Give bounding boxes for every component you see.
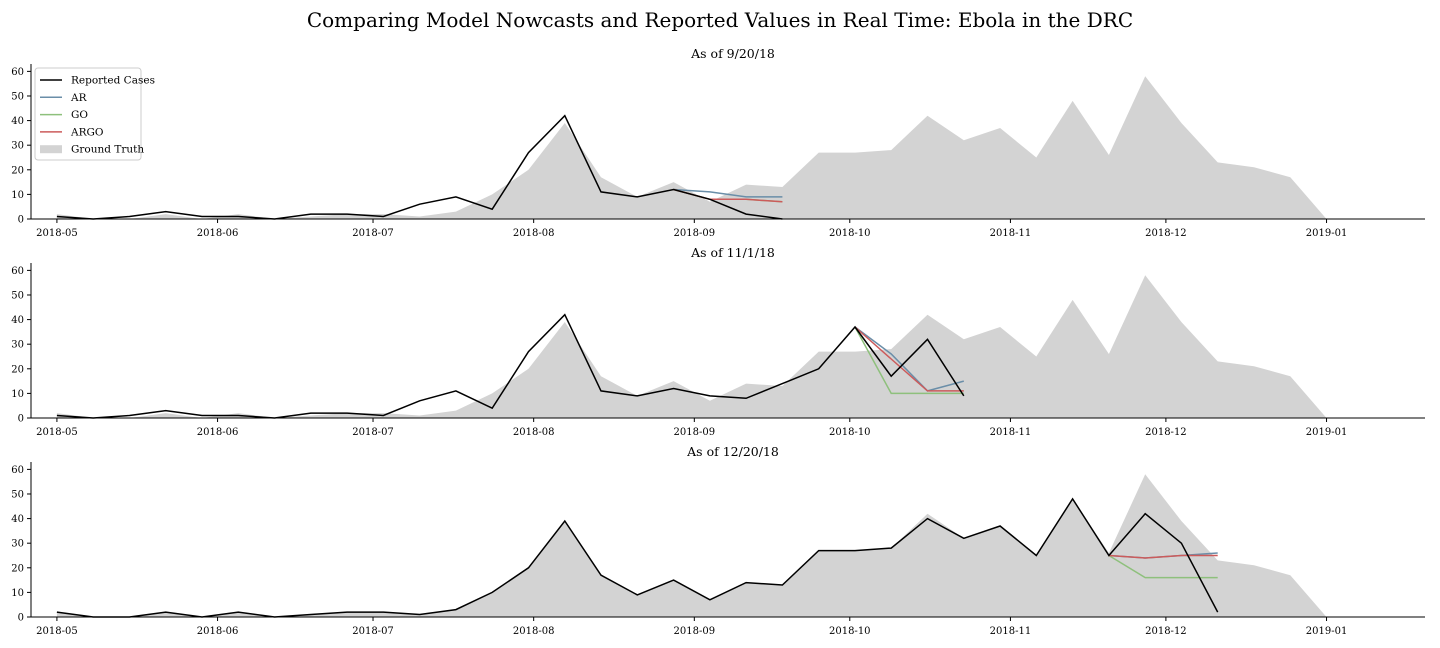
series-line-reported-cases xyxy=(56,497,1219,618)
x-tick-label: 2018-05 xyxy=(36,228,78,239)
x-tick-label: 2018-09 xyxy=(674,427,716,438)
y-tick-label: 60 xyxy=(11,465,24,476)
y-tick-label: 10 xyxy=(11,190,24,201)
legend-label-reported-cases: Reported Cases xyxy=(71,75,155,87)
panel-title: As of 11/1/18 xyxy=(690,245,775,260)
ground-truth-area xyxy=(56,76,1327,219)
chart-main-title: Comparing Model Nowcasts and Reported Va… xyxy=(306,8,1134,32)
y-tick-label: 30 xyxy=(11,539,24,550)
panel-3: As of 12/20/18 0 10 20 30 40 50 60 2018-05 2018-0… xyxy=(11,444,1425,637)
legend-label-go: GO xyxy=(71,109,88,121)
x-tick-label: 2018-05 xyxy=(36,626,78,637)
panel-title: As of 9/20/18 xyxy=(690,46,775,61)
y-tick-label: 30 xyxy=(11,141,24,152)
series-line-reported-cases xyxy=(56,313,965,419)
y-tick-label: 30 xyxy=(11,340,24,351)
x-tick-label: 2018-07 xyxy=(352,427,394,438)
y-tick-label: 10 xyxy=(11,389,24,400)
legend-swatch-ground-truth xyxy=(40,145,62,154)
panel-1: As of 9/20/18 0 10 20 30 40 50 60 2018-05 2018-06… xyxy=(11,46,1425,239)
y-tick-label: 0 xyxy=(18,613,24,624)
series-line-argo xyxy=(854,326,964,392)
y-tick-label: 10 xyxy=(11,588,24,599)
y-tick-label: 20 xyxy=(11,563,24,574)
ground-truth-area xyxy=(56,275,1327,418)
x-tick-label: 2018-12 xyxy=(1145,228,1187,239)
x-tick-label: 2019-01 xyxy=(1306,427,1348,438)
series-line-ar xyxy=(854,326,964,392)
x-tick-label: 2018-10 xyxy=(829,228,871,239)
y-tick-label: 50 xyxy=(11,290,24,301)
y-tick-label: 20 xyxy=(11,364,24,375)
series-line-reported-cases xyxy=(56,114,783,220)
y-tick-label: 60 xyxy=(11,67,24,78)
y-tick-label: 60 xyxy=(11,266,24,277)
legend-box xyxy=(34,67,142,161)
x-tick-label: 2018-07 xyxy=(352,626,394,637)
x-tick-label: 2018-06 xyxy=(197,626,239,637)
x-tick-label: 2018-07 xyxy=(352,228,394,239)
y-tick-label: 0 xyxy=(18,414,24,425)
x-tick-label: 2018-11 xyxy=(990,626,1032,637)
x-tick-label: 2018-12 xyxy=(1145,427,1187,438)
y-tick-label: 50 xyxy=(11,489,24,500)
x-tick-label: 2018-08 xyxy=(513,228,555,239)
y-tick-label: 40 xyxy=(11,116,24,127)
x-tick-label: 2018-06 xyxy=(197,228,239,239)
panel-title: As of 12/20/18 xyxy=(686,444,779,459)
x-tick-label: 2018-12 xyxy=(1145,626,1187,637)
x-tick-label: 2018-05 xyxy=(36,427,78,438)
y-tick-label: 0 xyxy=(18,215,24,226)
x-tick-label: 2018-08 xyxy=(513,427,555,438)
legend-label-argo: ARGO xyxy=(70,126,104,138)
legend-label-ar: AR xyxy=(70,92,88,104)
y-tick-label: 20 xyxy=(11,165,24,176)
y-tick-label: 40 xyxy=(11,315,24,326)
y-tick-label: 50 xyxy=(11,91,24,102)
x-tick-label: 2018-10 xyxy=(829,626,871,637)
x-tick-label: 2018-06 xyxy=(197,427,239,438)
ground-truth-area xyxy=(56,474,1327,617)
x-tick-label: 2019-01 xyxy=(1306,228,1348,239)
panel-2: As of 11/1/18 0 10 20 30 40 50 60 2018-05 2018-06… xyxy=(11,245,1425,438)
x-tick-label: 2019-01 xyxy=(1306,626,1348,637)
x-tick-label: 2018-09 xyxy=(674,228,716,239)
x-tick-label: 2018-09 xyxy=(674,626,716,637)
series-line-ar xyxy=(673,188,783,198)
x-tick-label: 2018-08 xyxy=(513,626,555,637)
x-tick-label: 2018-10 xyxy=(829,427,871,438)
x-tick-label: 2018-11 xyxy=(990,427,1032,438)
legend-label-ground-truth: Ground Truth xyxy=(71,144,144,156)
series-line-argo xyxy=(1108,554,1218,559)
series-line-go xyxy=(854,326,964,395)
y-tick-label: 40 xyxy=(11,514,24,525)
x-tick-label: 2018-11 xyxy=(990,228,1032,239)
